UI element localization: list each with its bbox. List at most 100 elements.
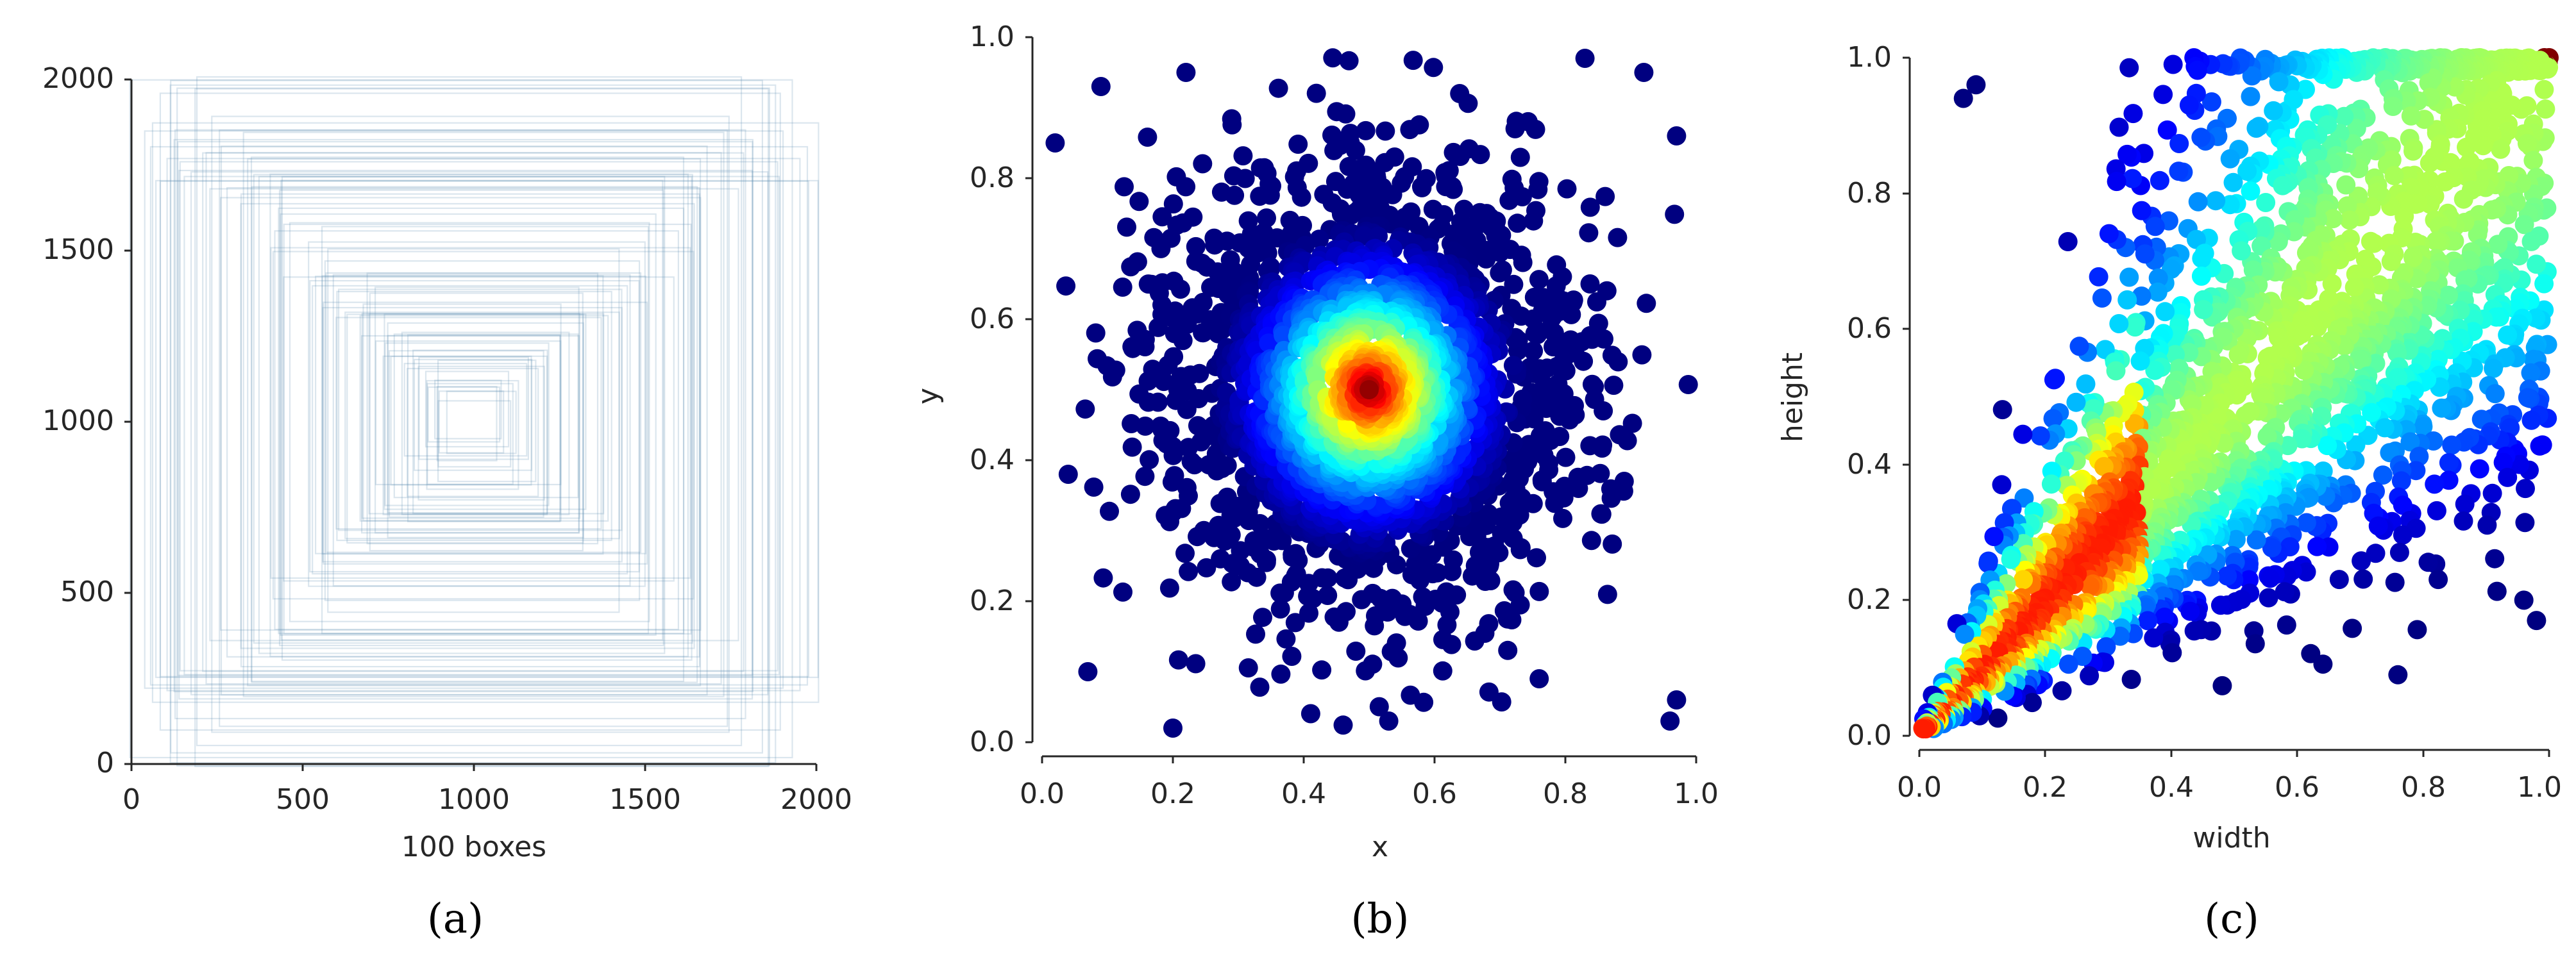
b-y-tick-0: 0.0 <box>970 726 1014 758</box>
anchor-box <box>178 169 753 700</box>
anchor-box <box>312 285 628 575</box>
scatter-point <box>2429 570 2448 590</box>
scatter-point <box>1634 63 1654 82</box>
anchor-box <box>309 279 640 573</box>
anchor-box <box>427 386 501 443</box>
scatter-point <box>2117 144 2137 164</box>
scatter-point <box>2514 590 2534 610</box>
anchor-box <box>250 156 685 683</box>
scatter-point <box>1164 347 1184 367</box>
anchor-box <box>159 92 781 731</box>
a-y-tick-1000: 1000 <box>42 404 114 437</box>
scatter-point <box>1678 375 1698 394</box>
scatter-point <box>1186 654 1206 674</box>
scatter-point <box>1499 190 1519 210</box>
scatter-point <box>2427 501 2446 520</box>
b-y-tick-1: 0.2 <box>970 585 1014 617</box>
scatter-point <box>1369 697 1389 717</box>
c-y-axis-label: height <box>1776 353 1809 442</box>
scatter-point <box>1494 601 1514 620</box>
scatter-point <box>2383 97 2403 116</box>
anchor-box <box>412 349 548 515</box>
panel-a-plot-area <box>129 76 820 767</box>
scatter-point <box>2454 189 2473 209</box>
scatter-point <box>2069 336 2089 356</box>
scatter-point <box>1231 556 1250 576</box>
scatter-point <box>2482 483 2502 503</box>
scatter-point <box>2436 172 2455 192</box>
anchor-box <box>173 138 753 693</box>
anchor-box <box>437 400 512 468</box>
scatter-point <box>2296 562 2316 582</box>
scatter-point <box>2407 620 2427 640</box>
scatter-point <box>2123 104 2143 124</box>
anchor-box <box>384 342 550 506</box>
scatter-point <box>1250 677 1270 697</box>
scatter-point <box>1458 94 1478 113</box>
scatter-point <box>2418 552 2438 572</box>
scatter-point <box>2361 231 2380 251</box>
scatter-point <box>1168 650 1188 670</box>
c-x-tick-2: 0.4 <box>2149 771 2194 804</box>
a-y-tick-2000: 2000 <box>42 62 114 95</box>
scatter-point <box>1324 140 1344 160</box>
panel-a-y-axis: 0 500 1000 1500 2000 <box>42 62 133 779</box>
a-x-tick-2000: 2000 <box>780 783 852 816</box>
scatter-point <box>2323 209 2343 229</box>
scatter-point <box>2092 288 2112 308</box>
anchor-box <box>434 379 502 440</box>
a-y-tick-1500: 1500 <box>42 233 114 266</box>
c-x-tick-3: 0.6 <box>2275 771 2319 804</box>
scatter-point <box>1601 479 1621 499</box>
scatter-point <box>2536 99 2555 119</box>
b-x-tick-1: 0.2 <box>1150 777 1195 810</box>
anchor-box <box>360 335 580 534</box>
scatter-point <box>2106 361 2126 381</box>
scatter-point <box>1238 658 1258 677</box>
scatter-point <box>2169 162 2189 181</box>
scatter-point <box>2187 229 2206 249</box>
anchor-box <box>220 145 708 696</box>
scatter-point <box>1159 578 1179 598</box>
scatter-point <box>1250 514 1270 533</box>
scatter-point <box>2521 231 2541 251</box>
anchor-box <box>344 311 620 540</box>
scatter-point <box>2334 106 2354 126</box>
scatter-point <box>2014 570 2033 590</box>
scatter-point <box>1154 372 1174 392</box>
scatter-point <box>1412 178 1432 197</box>
scatter-point <box>2058 654 2078 674</box>
scatter-point <box>2155 302 2175 322</box>
anchor-box <box>327 248 620 613</box>
anchor-box <box>361 313 581 519</box>
scatter-point <box>1235 169 1255 188</box>
scatter-point <box>1299 603 1318 623</box>
scatter-point <box>1984 527 2004 547</box>
scatter-point <box>1056 276 1076 296</box>
scatter-point <box>2180 601 2200 621</box>
scatter-point <box>2491 139 2511 159</box>
anchor-box <box>346 313 584 544</box>
anchor-box <box>336 290 612 542</box>
scatter-point <box>2362 403 2382 422</box>
c-y-tick-2: 0.4 <box>1847 448 1892 481</box>
scatter-point <box>1129 192 1149 212</box>
scatter-point <box>2184 621 2204 641</box>
scatter-point <box>2182 394 2202 414</box>
scatter-point <box>1120 485 1140 504</box>
scatter-point <box>2150 170 2169 190</box>
scatter-point <box>1383 185 1402 204</box>
anchor-box <box>174 129 746 720</box>
anchor-box <box>337 288 623 531</box>
anchor-box <box>368 313 605 515</box>
scatter-point <box>1376 121 1395 141</box>
scatter-point <box>1246 624 1265 644</box>
scatter-point <box>2237 162 2257 181</box>
panel-c-plot-area <box>1913 48 2559 739</box>
anchor-box <box>406 367 539 497</box>
scatter-point <box>1288 135 1308 154</box>
scatter-point <box>1665 204 1685 224</box>
scatter-point <box>2109 117 2129 137</box>
scatter-point <box>2044 370 2064 390</box>
scatter-point <box>2521 410 2541 430</box>
